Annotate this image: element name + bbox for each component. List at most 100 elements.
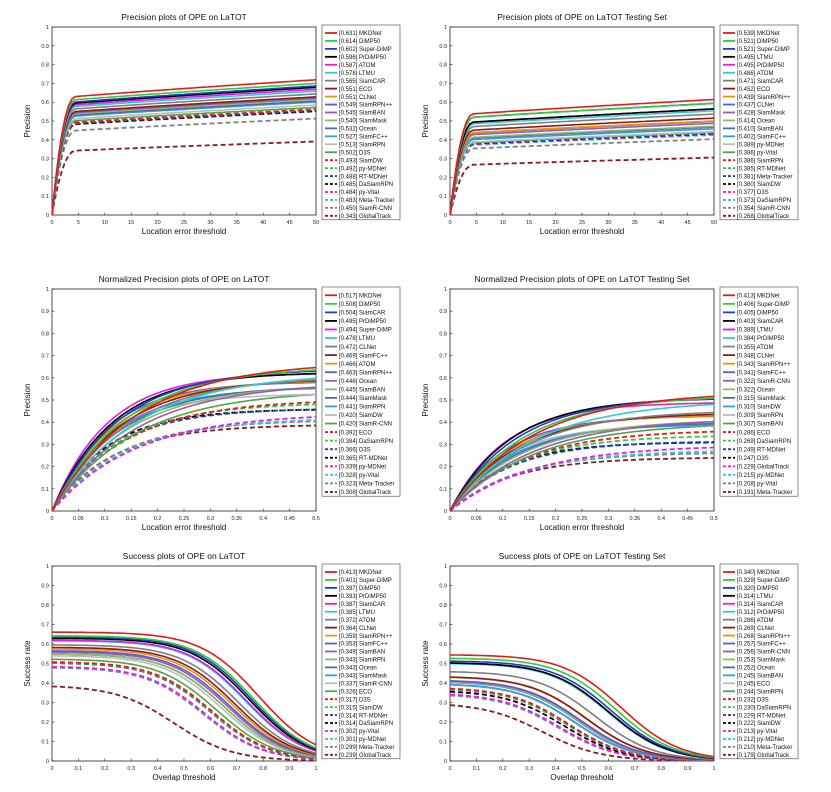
series-line <box>450 676 714 761</box>
legend-entry: [0.230] DaSiamRPN <box>737 705 791 711</box>
chart-title: Normalized Precision plots of OPE on LaT… <box>99 274 270 284</box>
legend-entry: [0.314] DaSiamRPN <box>339 721 393 727</box>
y-axis-label: Success rate <box>23 640 32 687</box>
y-tick-label: 0.9 <box>439 309 447 315</box>
legend-entry: [0.578] LTMU <box>339 71 375 77</box>
series-line <box>450 704 714 761</box>
y-tick-label: 0.5 <box>439 119 447 125</box>
x-tick-label: 1 <box>314 766 317 772</box>
legend-entry: [0.343] SiamRPN++ <box>737 362 791 368</box>
x-tick-label: 0.6 <box>207 766 215 772</box>
legend-entry: [0.441] SiamRPN <box>339 405 385 411</box>
y-tick-label: 0 <box>46 759 49 765</box>
legend-entry: [0.445] SiamBAN <box>339 388 385 394</box>
legend-entry: [0.596] PrDiMP50 <box>339 55 387 61</box>
legend-entry: [0.420] SiamR-CNN <box>339 422 392 428</box>
series-line <box>52 651 316 757</box>
legend-entry: [0.414] Ocean <box>737 119 775 125</box>
series-line <box>52 393 316 511</box>
legend-entry: [0.307] SiamBAN <box>737 422 783 428</box>
legend-entry: [0.513] SiamRPN <box>339 142 385 148</box>
x-tick-label: 15 <box>128 220 134 226</box>
x-tick-label: 50 <box>313 220 319 226</box>
x-tick-label: 0.15 <box>524 516 535 522</box>
chart-title: Normalized Precision plots of OPE on LaT… <box>475 274 691 284</box>
y-tick-label: 0 <box>444 759 447 765</box>
legend-entry: [0.343] SiamRPN <box>339 658 385 664</box>
legend-entry: [0.403] SiamCAR <box>737 319 784 325</box>
series-line <box>52 658 316 759</box>
legend-entry: [0.348] CLNet <box>737 353 774 359</box>
y-tick-label: 0.9 <box>439 44 447 50</box>
y-tick-label: 0.4 <box>41 681 49 687</box>
series-line <box>52 631 316 746</box>
x-tick-label: 10 <box>500 220 506 226</box>
x-tick-label: 0.1 <box>75 766 83 772</box>
legend-entry: [0.397] DiMP50 <box>339 586 381 592</box>
chart-panel: Success plots of OPE on LaTOT Testing Se… <box>421 551 799 782</box>
y-tick-label: 0.7 <box>439 81 447 87</box>
y-tick-label: 0.8 <box>439 331 447 337</box>
chart-title: Success plots of OPE on LaTOT Testing Se… <box>499 551 666 561</box>
series-line <box>52 377 316 511</box>
y-tick-label: 0.6 <box>439 100 447 106</box>
series-line <box>52 104 316 215</box>
legend-entry: [0.492] py-MDNet <box>339 166 386 172</box>
x-tick-label: 20 <box>155 220 161 226</box>
legend-entry: [0.494] Super-DiMP <box>339 328 392 334</box>
legend-entry: [0.308] GlobalTrack <box>339 490 392 496</box>
y-tick-label: 0.8 <box>41 63 49 69</box>
legend-entry: [0.521] DiMP50 <box>737 39 779 45</box>
legend-entry: [0.302] py-Vital <box>339 729 379 735</box>
y-tick-label: 0.2 <box>41 175 49 181</box>
y-tick-label: 0.3 <box>439 442 447 448</box>
legend-entry: [0.343] SiamMask <box>339 674 388 680</box>
legend-entry: [0.354] SiamR-CNN <box>737 206 790 212</box>
legend-entry: [0.446] Ocean <box>339 379 377 385</box>
legend-entry: [0.286] ATOM <box>737 618 773 624</box>
series-line <box>52 140 316 215</box>
x-tick-label: 0.4 <box>552 766 560 772</box>
y-tick-label: 1 <box>444 25 447 31</box>
x-tick-label: 0 <box>50 516 53 522</box>
x-tick-label: 25 <box>579 220 585 226</box>
legend-entry: [0.222] SiamDW <box>737 721 781 727</box>
x-tick-label: 0.5 <box>180 766 188 772</box>
series-line <box>450 102 714 215</box>
legend-entry: [0.508] DiMP50 <box>339 302 381 308</box>
legend-entry: [0.420] SiamDW <box>339 413 383 419</box>
legend-entry: [0.565] SiamCAR <box>339 79 386 85</box>
legend-entry: [0.387] SiamCAR <box>339 602 386 608</box>
y-axis-label: Precision <box>421 105 430 138</box>
series-line <box>52 98 316 215</box>
legend-entry: [0.488] RT-MDNet <box>339 174 388 180</box>
legend-entry: [0.389] py-MDNet <box>737 142 784 148</box>
legend-entry: [0.587] ATOM <box>339 63 375 69</box>
x-tick-label: 0.3 <box>207 516 215 522</box>
legend-entry: [0.614] DiMP50 <box>339 39 381 45</box>
legend-entry: [0.191] Meta-Tracker <box>737 490 792 496</box>
x-tick-label: 35 <box>632 220 638 226</box>
series-line <box>52 82 316 215</box>
legend-entry: [0.392] ECO <box>339 430 372 436</box>
series-line <box>450 670 714 761</box>
legend-entry: [0.389] LTMU <box>737 328 773 334</box>
legend-entry: [0.493] SiamDW <box>339 158 383 164</box>
x-tick-label: 0.4 <box>259 516 267 522</box>
series-line <box>52 386 316 511</box>
legend-entry: [0.484] py-Vital <box>339 190 379 196</box>
legend-entry: [0.253] SiamMask <box>737 658 786 664</box>
legend-entry: [0.353] SiamFC++ <box>339 642 388 648</box>
y-tick-label: 0.2 <box>41 720 49 726</box>
legend-entry: [0.257] SiamFC++ <box>737 642 786 648</box>
x-tick-label: 0 <box>448 516 451 522</box>
y-tick-label: 0.1 <box>41 740 49 746</box>
series-line <box>52 646 316 755</box>
legend-entry: [0.463] SiamRPN++ <box>339 370 393 376</box>
y-axis-label: Precision <box>421 384 430 417</box>
legend-entry: [0.247] D3S <box>737 456 769 462</box>
x-tick-label: 45 <box>685 220 691 226</box>
legend-entry: [0.244] SiamRPN <box>737 689 783 695</box>
legend-entry: [0.364] CLNet <box>339 626 376 632</box>
series-line <box>52 110 316 215</box>
